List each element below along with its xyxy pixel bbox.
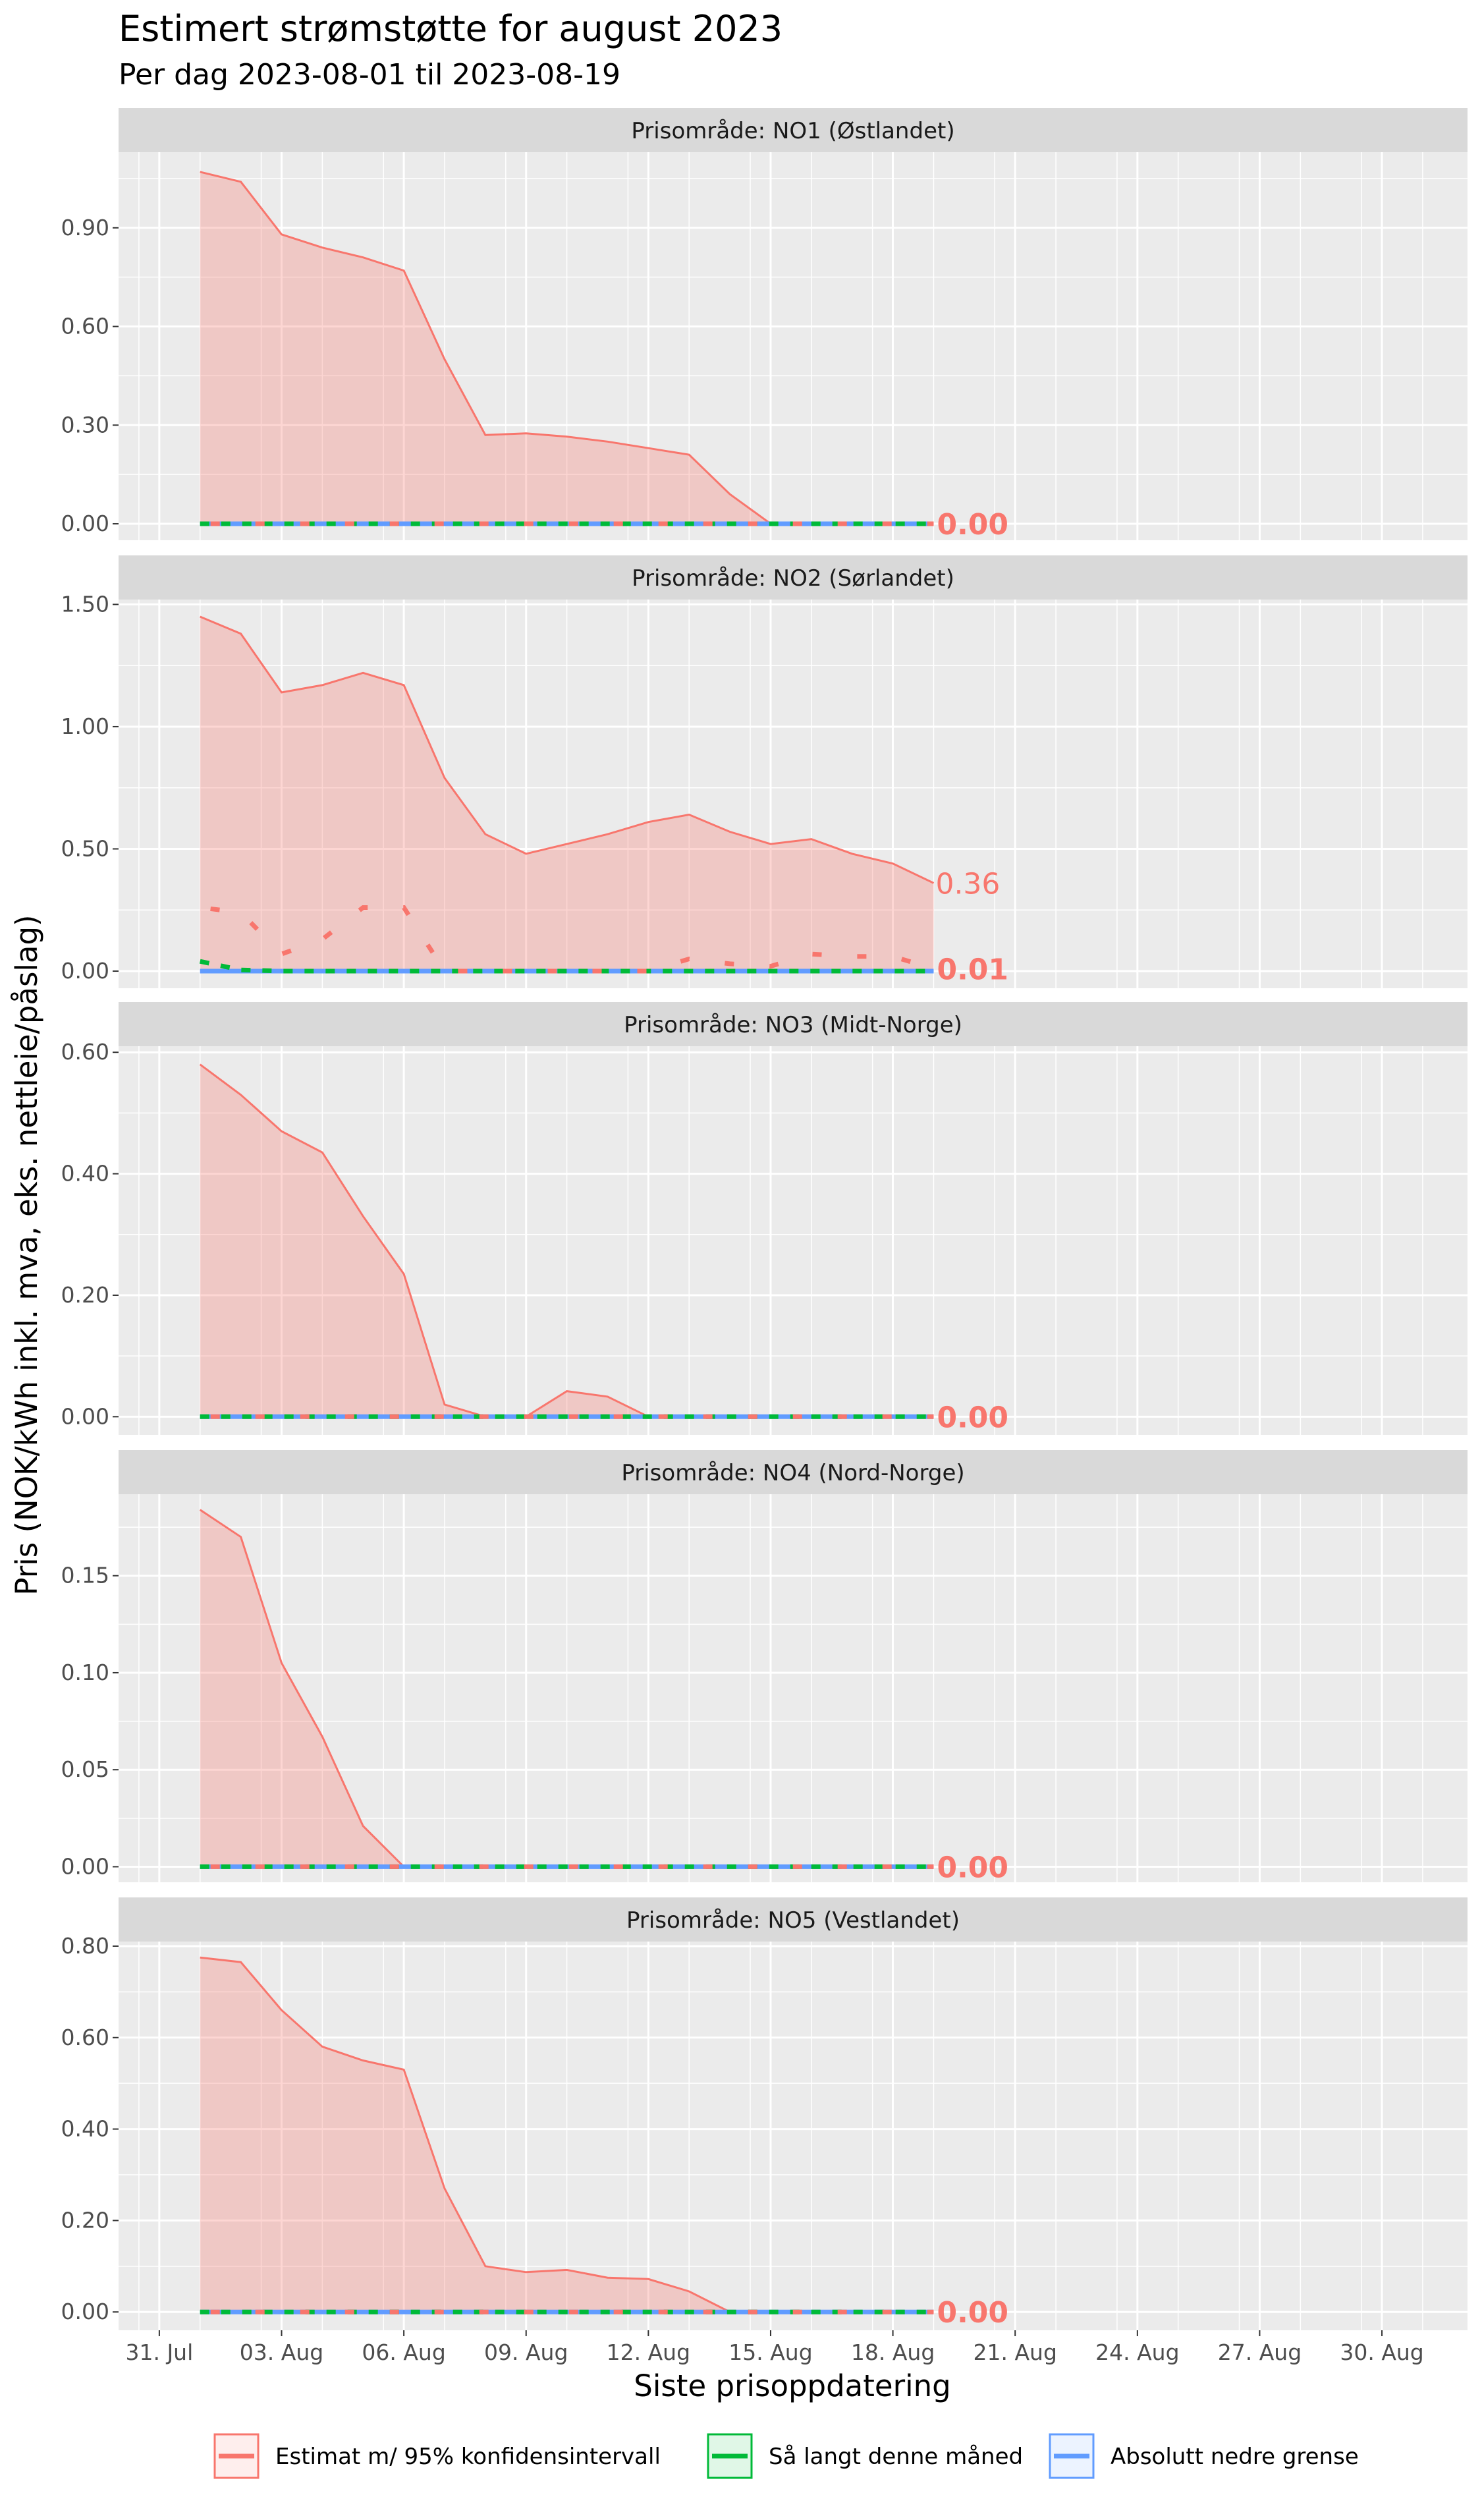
panel-background: [119, 152, 1468, 540]
x-tick-label: 06. Aug: [362, 2339, 445, 2365]
panel-strip: [119, 555, 1468, 600]
end-value-label: 0.01: [937, 953, 1008, 986]
end-value-label: 0.00: [937, 2296, 1008, 2330]
panel-4: Prisområde: NO4 (Nord-Norge) 0.00 0.05 0.10…: [61, 1450, 1468, 1884]
panel-strip-label: Prisområde: NO5 (Vestlandet): [626, 1907, 960, 1934]
so-far-line: [199, 959, 934, 974]
legend-item-1: Estimat m/ 95% konfidensintervall: [213, 2433, 661, 2479]
x-tick-label: 03. Aug: [240, 2339, 323, 2365]
y-tick-label: 0.60: [61, 2025, 109, 2050]
confidence-band: [200, 1064, 934, 1417]
y-tick-label: 1.50: [61, 591, 109, 617]
x-axis: 31. Jul 03. Aug 06. Aug 09. Aug 12. Aug 15. A…: [125, 2330, 1424, 2365]
legend-item-3: Absolutt nedre grense: [1049, 2433, 1359, 2479]
panel-strip-label: Prisområde: NO2 (Sørlandet): [632, 565, 954, 592]
y-tick-label: 0.10: [61, 1660, 109, 1685]
x-tick-label: 18. Aug: [851, 2339, 935, 2365]
panel-strip: [119, 1002, 1468, 1046]
legend: Estimat m/ 95% konfidensintervall Så lang…: [213, 2433, 1359, 2479]
y-axis-title: Pris (NOK/kWh inkl. mva, eks. nettleie/p…: [9, 914, 44, 1595]
y-tick-label: 0.60: [61, 314, 109, 339]
panel-background: [119, 1494, 1468, 1882]
y-tick-label: 0.00: [61, 2299, 109, 2324]
y-tick-label: 0.20: [61, 2207, 109, 2233]
panel-strip: [119, 1450, 1468, 1494]
legend-label: Så langt denne måned: [769, 2444, 1023, 2470]
y-tick-label: 0.30: [61, 412, 109, 437]
panel-2: Prisområde: NO2 (Sørlandet) 0.00 0.50 1.00 1…: [61, 555, 1468, 988]
panel-strip-label: Prisområde: NO4 (Nord-Norge): [621, 1460, 964, 1486]
y-tick-label: 0.20: [61, 1282, 109, 1308]
end-value-label: 0.00: [937, 1851, 1008, 1884]
panel-3: Prisområde: NO3 (Midt-Norge) 0.00 0.20 0.40…: [61, 1002, 1468, 1435]
chart-subtitle: Per dag 2023-08-01 til 2023-08-19: [119, 58, 621, 92]
x-tick-label: 15. Aug: [728, 2339, 812, 2365]
panel-strip: [119, 1897, 1468, 1942]
y-tick-label: 0.15: [61, 1563, 109, 1588]
x-tick-label: 09. Aug: [484, 2339, 568, 2365]
panel-background: [119, 1046, 1468, 1435]
x-tick-label: 27. Aug: [1218, 2339, 1302, 2365]
y-tick-label: 0.60: [61, 1039, 109, 1065]
y-tick-label: 0.05: [61, 1756, 109, 1782]
x-tick-label: 30. Aug: [1340, 2339, 1423, 2365]
end-value-label: 0.00: [937, 508, 1008, 542]
chart-title: Estimert strømstøtte for august 2023: [119, 8, 783, 49]
y-tick-label: 1.00: [61, 714, 109, 739]
x-tick-label: 21. Aug: [973, 2339, 1057, 2365]
x-tick-label: 12. Aug: [607, 2339, 690, 2365]
panel-background: [119, 1942, 1468, 2330]
confidence-band: [200, 617, 934, 971]
confidence-band: [200, 171, 934, 524]
y-tick-label: 0.00: [61, 511, 109, 536]
x-axis-title: Siste prisoppdatering: [634, 2368, 950, 2403]
y-tick-label: 0.90: [61, 215, 109, 240]
panel-strip-label: Prisområde: NO3 (Midt-Norge): [624, 1012, 962, 1038]
panel-1: Prisområde: NO1 (Østlandet) 0.00 0.30 0.60 0…: [61, 108, 1468, 542]
x-tick-label: 31. Jul: [125, 2339, 193, 2365]
confidence-band: [200, 1509, 934, 1867]
upper-bound-line: [200, 615, 935, 884]
y-tick-label: 0.40: [61, 1161, 109, 1187]
panel-strip-label: Prisområde: NO1 (Østlandet): [631, 118, 954, 144]
legend-item-2: Så langt denne måned: [707, 2433, 1023, 2479]
y-tick-label: 0.00: [61, 958, 109, 984]
confidence-band: [200, 1957, 934, 2312]
legend-label: Estimat m/ 95% konfidensintervall: [275, 2444, 661, 2470]
panel-strip: [119, 108, 1468, 152]
panel-background: [119, 600, 1468, 988]
end-value-label: 0.00: [937, 1401, 1008, 1434]
y-tick-label: 0.80: [61, 1933, 109, 1959]
legend-label: Absolutt nedre grense: [1111, 2444, 1359, 2470]
y-tick-label: 0.00: [61, 1403, 109, 1429]
panel-5: Prisområde: NO5 (Vestlandet) 0.00 0.20 0.40…: [61, 1897, 1468, 2330]
y-tick-label: 0.00: [61, 1853, 109, 1879]
chart-panels: Prisområde: NO1 (Østlandet) 0.00 0.30 0.60 0…: [61, 108, 1468, 2330]
upper-value-label: 0.36: [935, 867, 1000, 901]
y-tick-label: 0.50: [61, 835, 109, 861]
y-tick-label: 0.40: [61, 2116, 109, 2142]
x-tick-label: 24. Aug: [1095, 2339, 1179, 2365]
